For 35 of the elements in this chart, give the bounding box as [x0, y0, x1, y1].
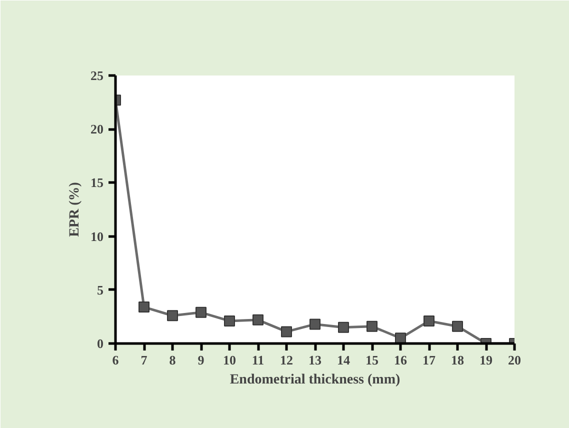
point	[167, 310, 178, 322]
x-tick-label: 12	[280, 352, 293, 368]
point	[338, 322, 349, 333]
y-tick-label: 20	[90, 122, 104, 137]
point	[424, 315, 434, 326]
point	[452, 320, 463, 332]
x-tick-label: 13	[308, 352, 322, 368]
x-axis-title: Endometrial thickness (mm)	[230, 372, 400, 388]
point	[224, 315, 235, 326]
point	[281, 326, 292, 338]
y-tick-label: 15	[90, 175, 104, 190]
point	[366, 320, 378, 332]
y-axis-title: EPR (%)	[68, 182, 82, 237]
x-tick-label: 17	[422, 352, 436, 368]
x-tick-label: 20	[508, 352, 521, 368]
point	[252, 314, 264, 326]
point	[310, 318, 320, 330]
y-tick-label: 10	[90, 228, 104, 244]
point	[196, 306, 206, 318]
x-tick-label: 15	[366, 352, 379, 368]
x-tick-label: 11	[252, 352, 264, 368]
y-tick-label: 25	[90, 68, 104, 83]
x-tick-label: 16	[394, 352, 408, 368]
x-tick-label: 18	[451, 352, 464, 368]
x-tick-label: 14	[337, 352, 350, 368]
x-tick-label: 8	[169, 352, 176, 368]
point	[138, 302, 150, 313]
y-tick-label: 5	[97, 282, 104, 298]
y-tick-label: 0	[97, 336, 104, 351]
x-tick-label: 6	[112, 352, 120, 368]
point	[395, 332, 406, 344]
x-tick-label: 19	[480, 352, 493, 368]
x-tick-label: 9	[198, 352, 205, 368]
x-tick-label: 10	[223, 352, 236, 368]
x-tick-label: 7	[140, 352, 148, 368]
